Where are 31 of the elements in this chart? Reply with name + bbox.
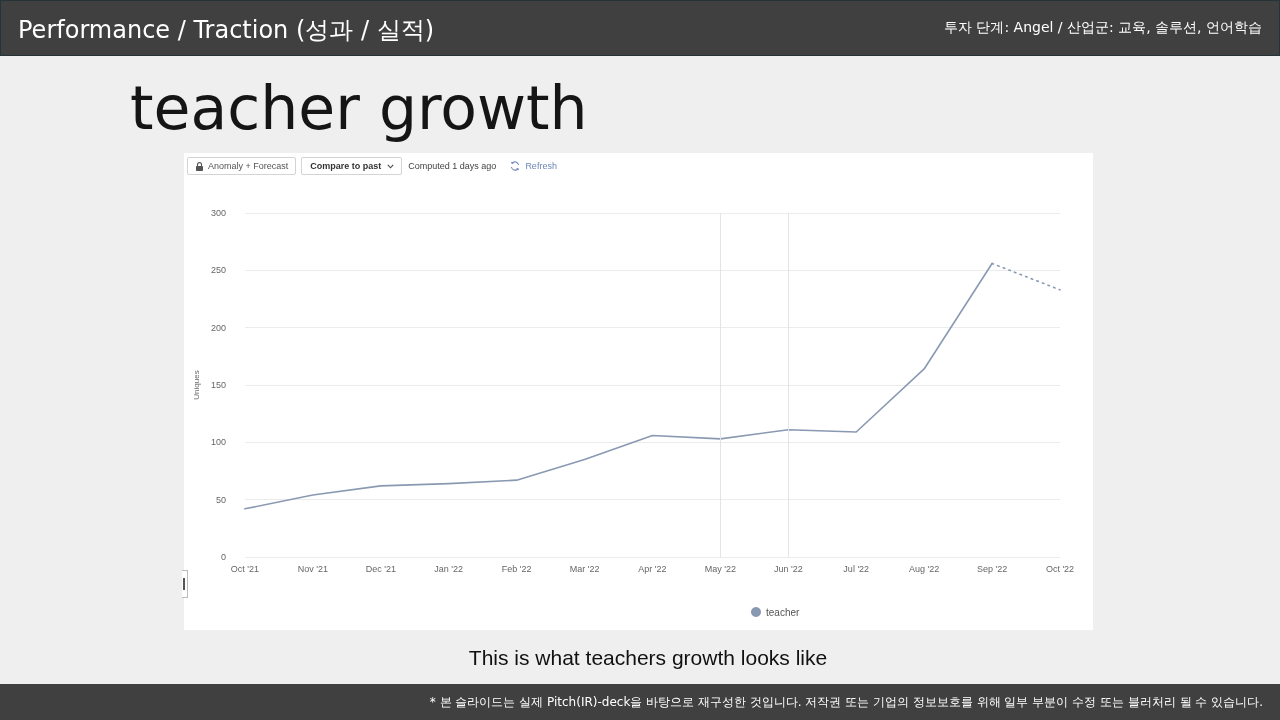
legend-label: teacher	[766, 606, 801, 618]
y-tick-label: 100	[210, 437, 226, 448]
y-tick-label: 200	[210, 322, 226, 333]
dropdown-button: Compare to past	[301, 157, 403, 175]
x-tick-label: Feb '22	[501, 563, 532, 574]
x-tick-label: Sep '22	[976, 563, 1008, 574]
text: Refresh	[525, 161, 557, 171]
x-tick-label: Nov '21	[297, 563, 328, 574]
x-tick-label: Jan '22	[434, 563, 464, 574]
text: 투자 단계: Angel / 산업군: 교육, 솔루션, 언어학습	[943, 19, 1262, 37]
y-tick-label: 250	[210, 265, 226, 276]
x-tick-label: Dec '21	[365, 563, 396, 574]
y-tick-label: 50	[215, 494, 226, 505]
y-tick-label: 0	[220, 552, 226, 562]
x-tick-label: Oct '22	[1045, 563, 1075, 574]
text: This is what teachers growth looks like	[467, 646, 829, 670]
button: Anomaly + Forecast	[187, 157, 297, 175]
text: Performance / Traction (성과 / 실적)	[18, 15, 435, 46]
y-axis-title: Uniques	[191, 370, 201, 400]
text: Computed 1 days ago	[408, 161, 497, 171]
text: * 본 슬라이드는 실제 Pitch(IR)-deck을 바탕으로 재구성한 것입니다. 저작권 또는 기업의 정보보호를 위해 일부 부분이 수정 또는 블러처리 될 수 있습니다.	[429, 694, 1263, 711]
y-tick-label: 300	[210, 208, 226, 218]
x-tick-label: Apr '22	[638, 563, 667, 574]
x-tick-label: Jun '22	[773, 563, 803, 574]
x-tick-label: Mar '22	[569, 563, 600, 574]
chart-title: teacher growth	[130, 73, 588, 143]
x-tick-label: Oct '21	[230, 563, 260, 574]
x-tick-label: Aug '22	[909, 563, 940, 574]
x-tick-label: May '22	[704, 563, 736, 574]
x-tick-label: Jul '22	[843, 563, 870, 574]
y-tick-label: 150	[210, 380, 226, 390]
